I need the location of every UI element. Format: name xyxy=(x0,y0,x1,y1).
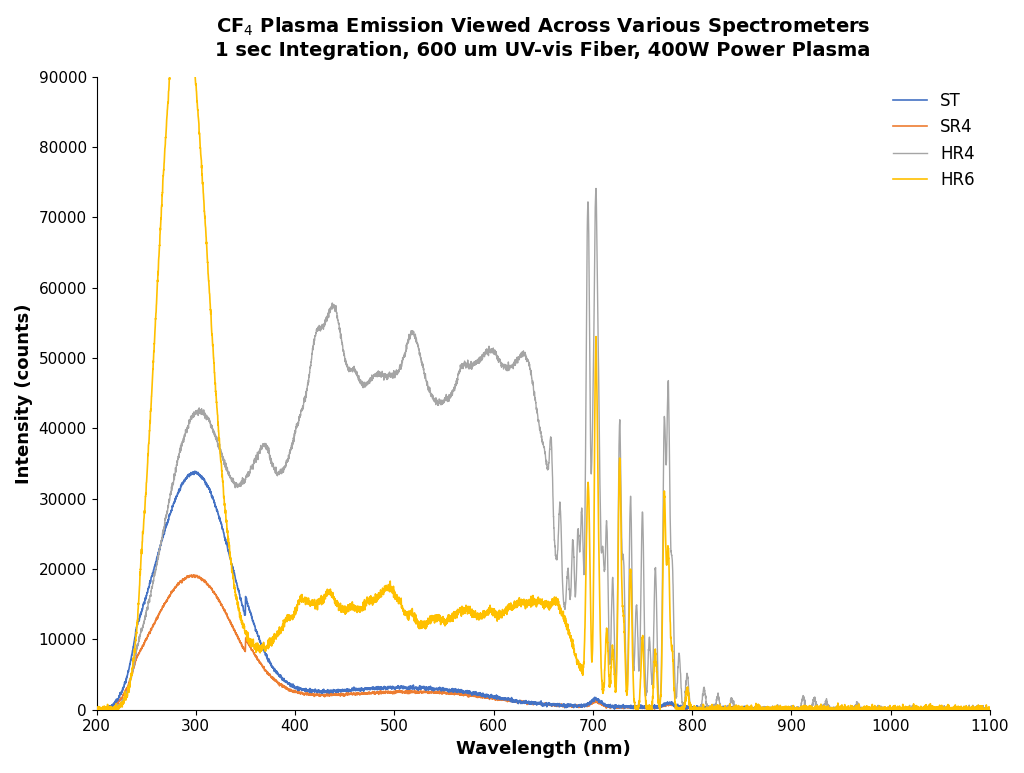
ST xyxy=(188,467,201,476)
SR4 xyxy=(658,701,671,710)
HR6 xyxy=(90,705,102,714)
HR4 xyxy=(657,423,670,432)
SR4 xyxy=(753,703,765,712)
HR4 xyxy=(800,703,812,712)
ST xyxy=(658,699,671,708)
HR4 xyxy=(618,618,631,628)
HR6 xyxy=(414,621,426,631)
Line: HR4: HR4 xyxy=(112,189,990,710)
HR4 xyxy=(135,626,147,635)
Line: ST: ST xyxy=(96,472,990,710)
HR6 xyxy=(984,705,996,714)
HR6 xyxy=(620,652,632,662)
HR6 xyxy=(801,703,813,712)
SR4 xyxy=(135,644,147,653)
HR6 xyxy=(658,494,671,503)
ST xyxy=(984,703,996,713)
Line: SR4: SR4 xyxy=(96,575,990,710)
X-axis label: Wavelength (nm): Wavelength (nm) xyxy=(456,740,631,758)
ST xyxy=(620,702,632,711)
SR4 xyxy=(414,687,426,696)
Legend: ST, SR4, HR4, HR6: ST, SR4, HR4, HR6 xyxy=(887,85,981,196)
SR4 xyxy=(91,705,103,714)
SR4 xyxy=(801,703,813,712)
HR4 xyxy=(414,351,426,360)
ST xyxy=(92,705,104,714)
SR4 xyxy=(984,705,996,714)
ST xyxy=(414,683,426,692)
HR6 xyxy=(753,700,765,710)
Title: CF$_4$ Plasma Emission Viewed Across Various Spectrometers
1 sec Integration, 60: CF$_4$ Plasma Emission Viewed Across Var… xyxy=(215,15,870,60)
HR4 xyxy=(753,704,765,713)
Line: HR6: HR6 xyxy=(96,0,990,710)
SR4 xyxy=(90,705,102,714)
ST xyxy=(753,704,765,713)
HR6 xyxy=(135,545,147,554)
ST xyxy=(801,705,813,714)
HR4 xyxy=(984,703,996,713)
Y-axis label: Intensity (counts): Intensity (counts) xyxy=(15,303,33,484)
SR4 xyxy=(620,703,632,712)
ST xyxy=(90,705,102,714)
ST xyxy=(135,607,147,616)
SR4 xyxy=(185,570,198,580)
